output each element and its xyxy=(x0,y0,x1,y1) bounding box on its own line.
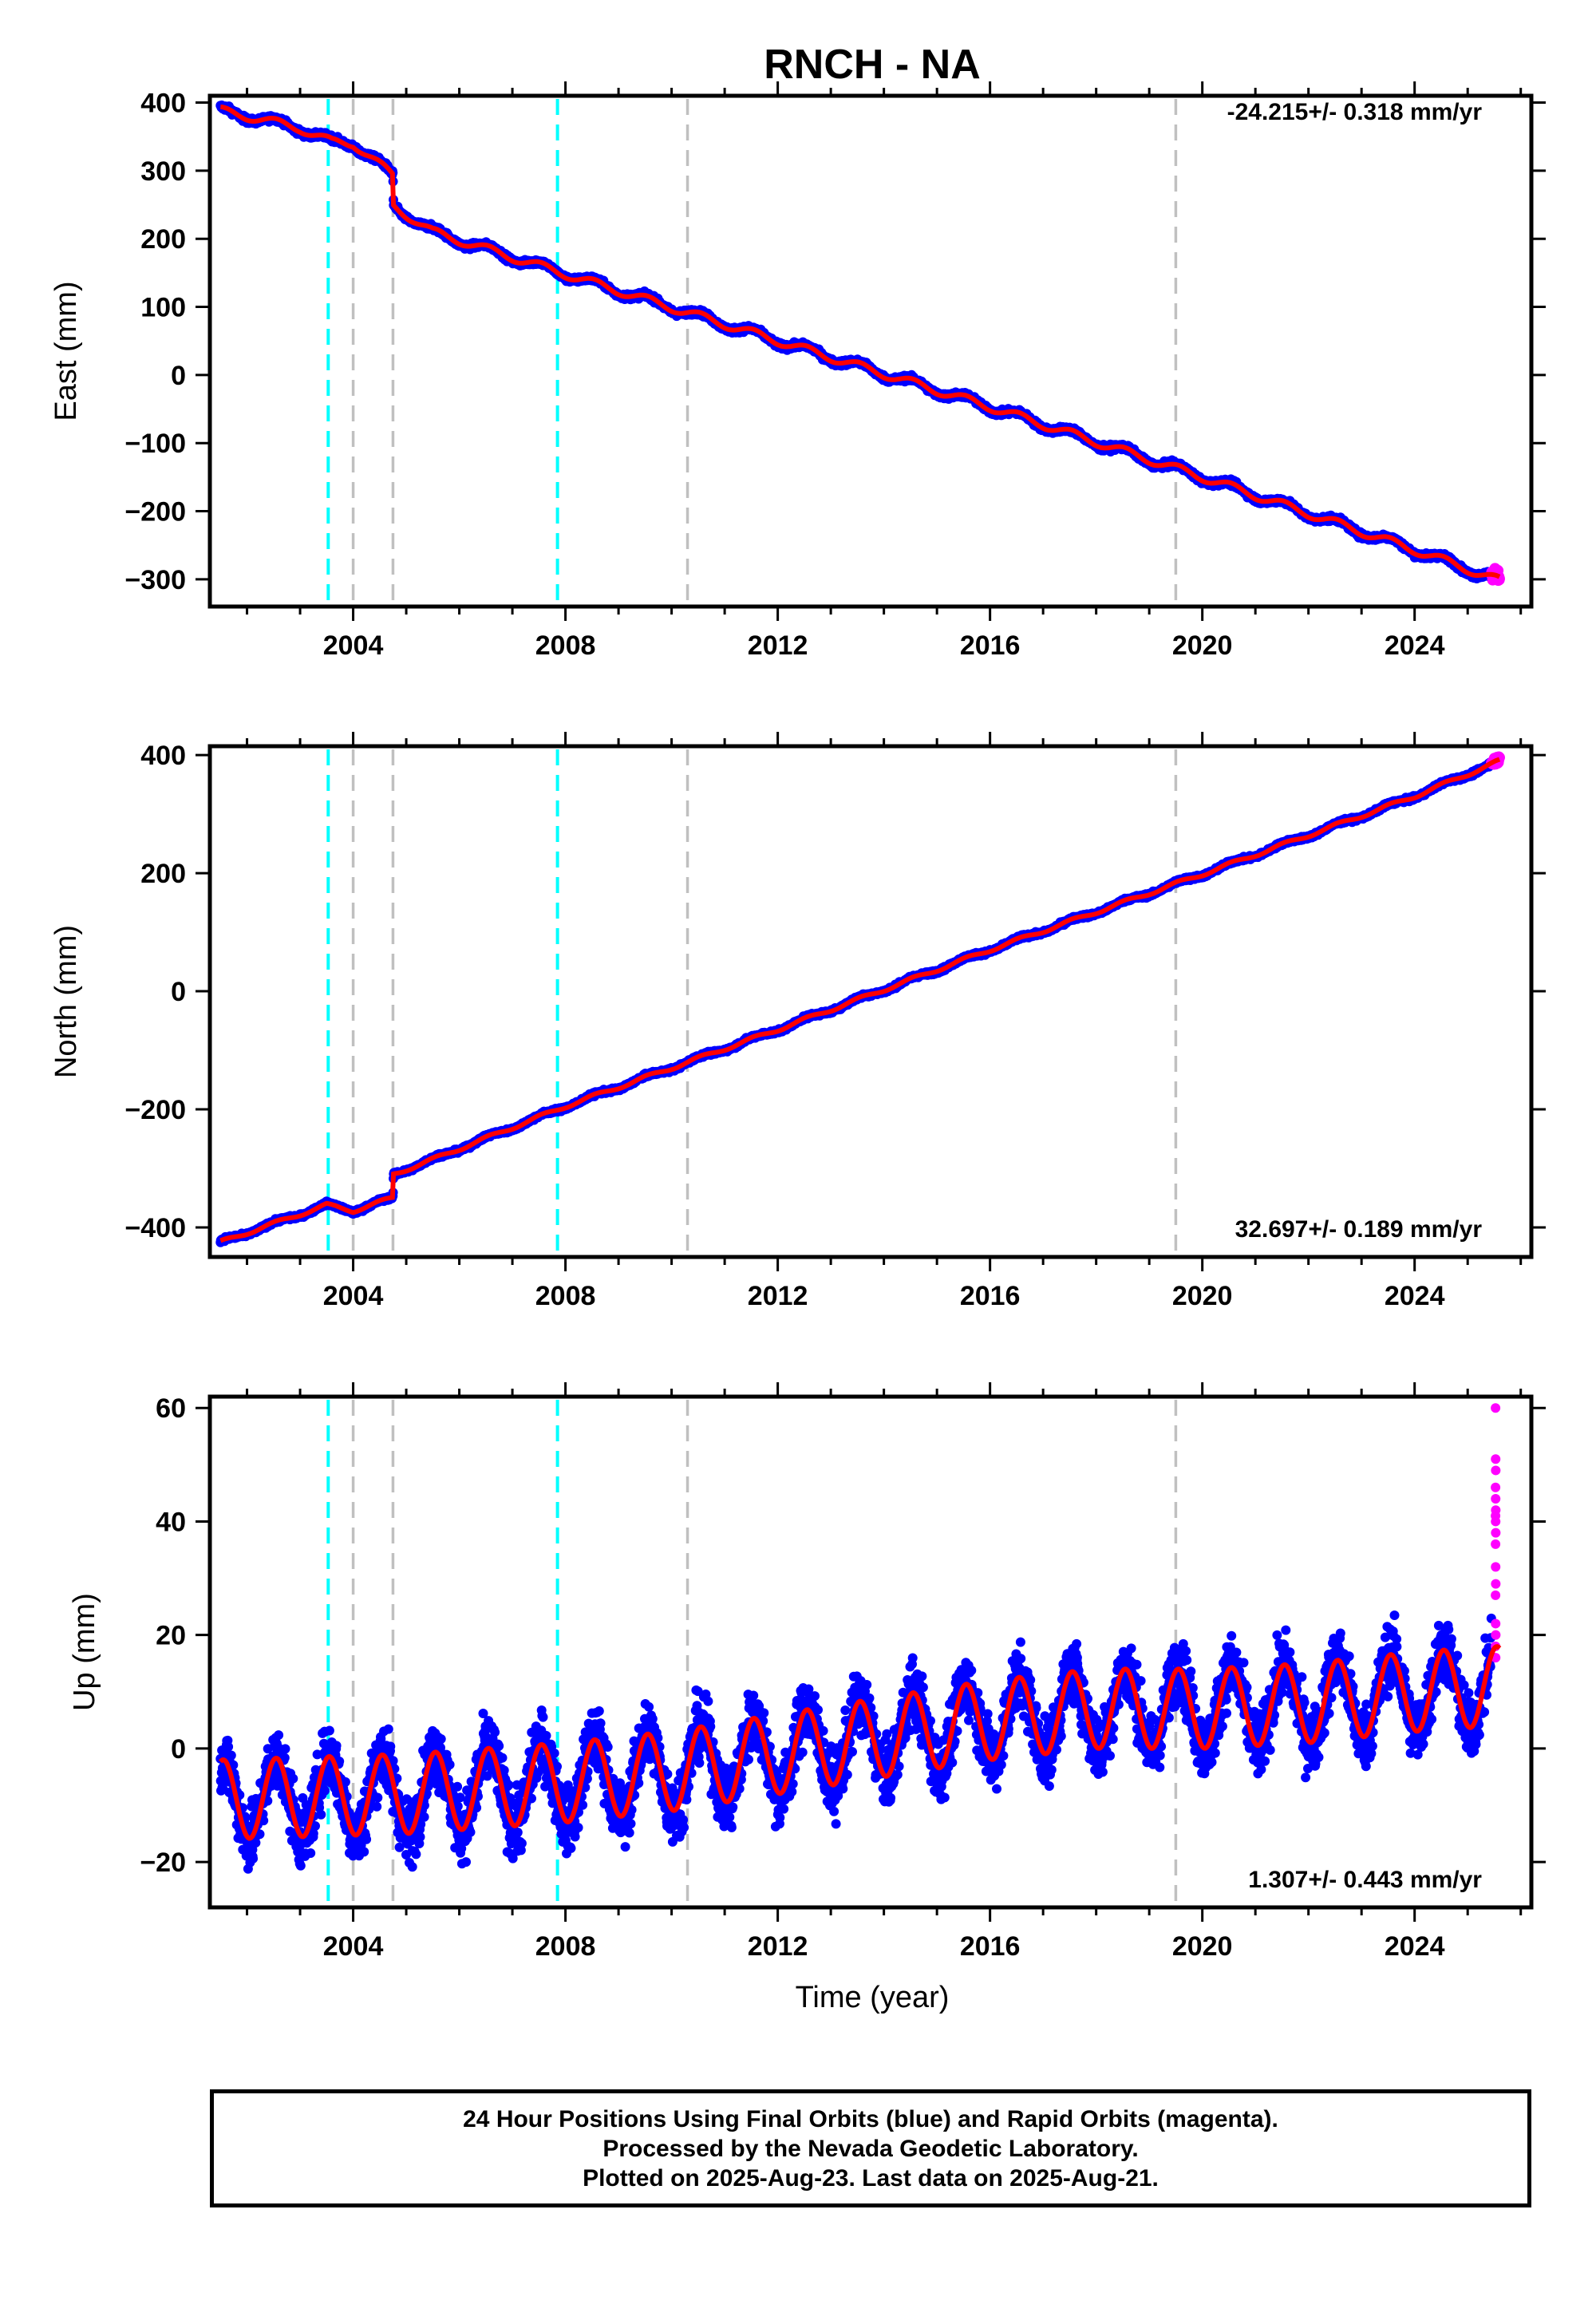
plot-frame xyxy=(207,1394,1534,1910)
y-tick-label: 400 xyxy=(140,741,186,771)
y-tick-label: 400 xyxy=(140,89,186,119)
velocity-rate-label: 32.697+/- 0.189 mm/yr xyxy=(1235,1216,1483,1243)
y-tick-label: 200 xyxy=(140,859,186,889)
panel-2: 2004 2008 2012 2016 2020 2024 400 200 0 −200 −400 N… xyxy=(49,732,1546,1311)
chart-title: RNCH - NA xyxy=(764,41,981,88)
x-tick-label: 2016 xyxy=(960,1281,1021,1311)
y-tick-label: 0 xyxy=(171,977,186,1007)
panel-1: 2004 2008 2012 2016 2020 2024 400 300 200 100 0 −10… xyxy=(49,81,1546,661)
x-tick-label: 2004 xyxy=(323,630,384,661)
rapid-point xyxy=(1491,1528,1501,1538)
y-tick-label: −20 xyxy=(140,1848,186,1878)
rapid-point xyxy=(1491,1562,1501,1572)
y-axis-title: East (mm) xyxy=(49,281,83,421)
y-tick-label: 0 xyxy=(171,1734,186,1765)
x-tick-label: 2024 xyxy=(1385,1281,1445,1311)
rapid-orbit-points xyxy=(1491,1403,1501,1663)
y-tick-label: 200 xyxy=(140,224,186,255)
x-tick-label: 2012 xyxy=(748,1931,808,1962)
x-tick-label: 2004 xyxy=(323,1281,384,1311)
rapid-point xyxy=(1491,1454,1501,1464)
x-tick-label: 2024 xyxy=(1385,630,1445,661)
x-tick-label: 2020 xyxy=(1172,1931,1233,1962)
y-tick-label: 0 xyxy=(171,361,186,391)
y-axis-title: Up (mm) xyxy=(68,1593,101,1711)
rapid-point xyxy=(1491,1516,1501,1527)
y-tick-label: −400 xyxy=(124,1213,186,1243)
footer-line-processed: Processed by the Nevada Geodetic Laborat… xyxy=(602,2135,1139,2162)
rapid-point xyxy=(1491,1403,1501,1413)
y-tick-label: 300 xyxy=(140,156,186,187)
y-tick-label: 100 xyxy=(140,293,186,323)
model-fit-line xyxy=(219,757,1501,1243)
rapid-point xyxy=(1491,1590,1501,1600)
rapid-point xyxy=(1491,1618,1501,1629)
x-tick-label: 2020 xyxy=(1172,1281,1233,1311)
x-tick-label: 2016 xyxy=(960,1931,1021,1962)
y-tick-label: −100 xyxy=(124,429,186,459)
rapid-point xyxy=(1491,1465,1501,1476)
final-orbit-points xyxy=(215,100,1496,583)
x-tick-label: 2024 xyxy=(1385,1931,1445,1962)
plot-frame xyxy=(207,93,1534,609)
x-tick-label: 2008 xyxy=(535,1931,596,1962)
rapid-point xyxy=(1491,1579,1501,1589)
velocity-rate-label: -24.215+/- 0.318 mm/yr xyxy=(1227,99,1483,125)
plot-frame xyxy=(207,744,1534,1259)
y-axis-title: North (mm) xyxy=(49,925,83,1078)
final-orbit-scatter xyxy=(215,1611,1496,1874)
footer-caption-box: 24 Hour Positions Using Final Orbits (bl… xyxy=(210,2089,1531,2207)
y-tick-label: −300 xyxy=(124,565,186,595)
rapid-point xyxy=(1491,1494,1501,1504)
rapid-point xyxy=(1491,1482,1501,1492)
model-fit-line xyxy=(220,104,1501,579)
y-tick-label: 40 xyxy=(156,1507,186,1537)
y-tick-label: 60 xyxy=(156,1393,186,1424)
velocity-rate-label: 1.307+/- 0.443 mm/yr xyxy=(1248,1867,1482,1893)
footer-line-plotted: Plotted on 2025-Aug-23. Last data on 202… xyxy=(583,2164,1159,2192)
x-tick-label: 2012 xyxy=(748,1281,808,1311)
y-tick-label: 20 xyxy=(156,1621,186,1651)
x-tick-label: 2008 xyxy=(535,1281,596,1311)
final-orbit-points xyxy=(215,1611,1496,1874)
rapid-point xyxy=(1491,1630,1501,1640)
x-tick-label: 2016 xyxy=(960,630,1021,661)
rapid-point xyxy=(1491,1539,1501,1549)
footer-line-orbits: 24 Hour Positions Using Final Orbits (bl… xyxy=(463,2105,1278,2132)
panel-3: 2004 2008 2012 2016 2020 2024 60 40 20 0 −20 Up (mm… xyxy=(68,1382,1546,1962)
final-orbit-scatter xyxy=(215,757,1496,1247)
x-tick-label: 2012 xyxy=(748,630,808,661)
model-fit-line xyxy=(219,1644,1502,1841)
x-tick-label: 2020 xyxy=(1172,630,1233,661)
y-tick-label: −200 xyxy=(124,1095,186,1125)
final-orbit-scatter xyxy=(215,100,1496,583)
y-tick-label: −200 xyxy=(124,497,186,528)
x-axis-title: Time (year) xyxy=(796,1981,950,2014)
x-tick-label: 2008 xyxy=(535,630,596,661)
x-tick-label: 2004 xyxy=(323,1931,384,1962)
final-orbit-points xyxy=(215,757,1496,1247)
